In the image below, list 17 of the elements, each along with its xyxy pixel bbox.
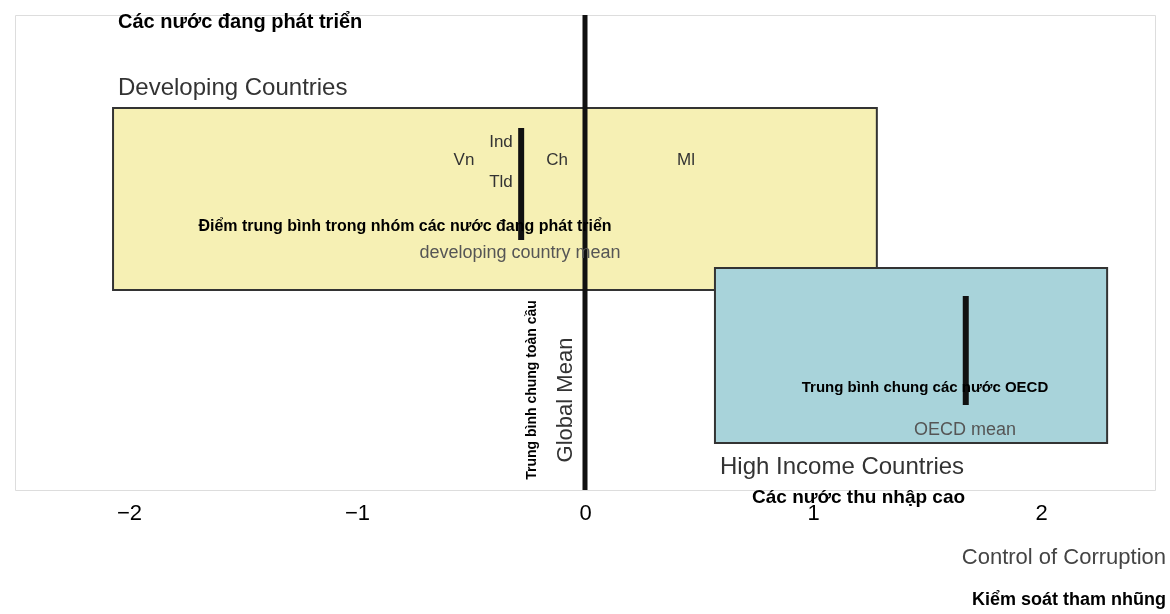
annotation: Vn <box>453 150 475 169</box>
x-tick-label: 2 <box>1035 499 1048 525</box>
x-tick-label: 0 <box>579 499 592 525</box>
annotation: Ch <box>546 150 568 169</box>
annotation: Các nước đang phát triển <box>118 10 363 32</box>
annotation: Trung bình chung toàn cầu <box>523 300 539 480</box>
ref-line-label: OECD mean <box>913 419 1017 439</box>
text: Kiểm soát tham nhũng <box>971 589 1166 609</box>
annotation: Ind <box>489 132 513 151</box>
ref-line-label: Global Mean <box>552 337 577 463</box>
x-tick-label: −1 <box>344 499 371 525</box>
x-tick-label: −2 <box>116 499 143 525</box>
y-tick-label: Developing Countries <box>118 73 348 100</box>
y-tick-label: High Income Countries <box>720 452 965 479</box>
x-axis-title: Control of Corruption <box>961 544 1166 569</box>
annotation: Tld <box>489 172 513 191</box>
annotation: Ml <box>677 150 695 169</box>
